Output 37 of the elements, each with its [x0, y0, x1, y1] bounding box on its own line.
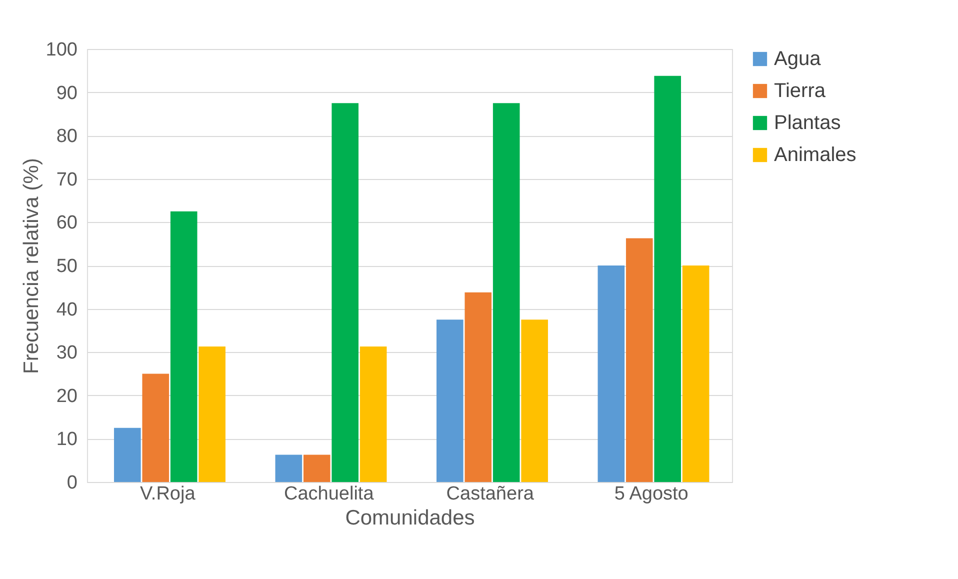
y-tick-label: 60: [56, 212, 78, 234]
bar: [303, 454, 330, 482]
bar: [464, 292, 492, 482]
y-tick-label: 50: [56, 256, 78, 277]
bar: [682, 266, 710, 482]
bar: [170, 211, 198, 482]
bar: [492, 103, 520, 482]
y-axis-title: Frecuencia relativa (%): [20, 158, 43, 374]
legend-label: Animales: [774, 144, 856, 166]
y-tick-label: 80: [56, 126, 78, 148]
bar: [598, 266, 625, 482]
y-tick-label: 10: [56, 429, 78, 450]
y-tick-label: 40: [56, 299, 78, 320]
y-tick-label: 0: [66, 472, 78, 494]
legend-label: Plantas: [774, 112, 841, 134]
y-tick-label: 100: [46, 40, 78, 60]
y-tick-label: 70: [56, 169, 78, 190]
bar: [654, 76, 682, 482]
x-tick-label: 5 Agosto: [614, 484, 688, 504]
bar: [436, 320, 464, 482]
bar: [521, 320, 548, 482]
legend-label: Tierra: [774, 80, 826, 102]
y-tick-label: 90: [56, 82, 78, 104]
bar: [114, 428, 141, 482]
x-tick-label: Cachuelita: [284, 484, 374, 504]
y-tick-label: 20: [56, 386, 78, 407]
bar: [142, 374, 170, 482]
x-tick-label: Castañera: [446, 484, 534, 504]
bar: [360, 346, 387, 482]
x-axis-title: Comunidades: [345, 506, 475, 530]
x-tick-label: V.Roja: [140, 484, 196, 504]
bar: [198, 346, 226, 482]
y-tick-label: 30: [56, 342, 78, 364]
bar: [626, 238, 653, 482]
bar: [332, 103, 359, 482]
legend-label: Agua: [774, 48, 822, 70]
bar: [275, 454, 302, 482]
